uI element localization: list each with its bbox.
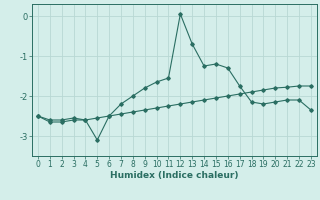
X-axis label: Humidex (Indice chaleur): Humidex (Indice chaleur) [110, 171, 239, 180]
